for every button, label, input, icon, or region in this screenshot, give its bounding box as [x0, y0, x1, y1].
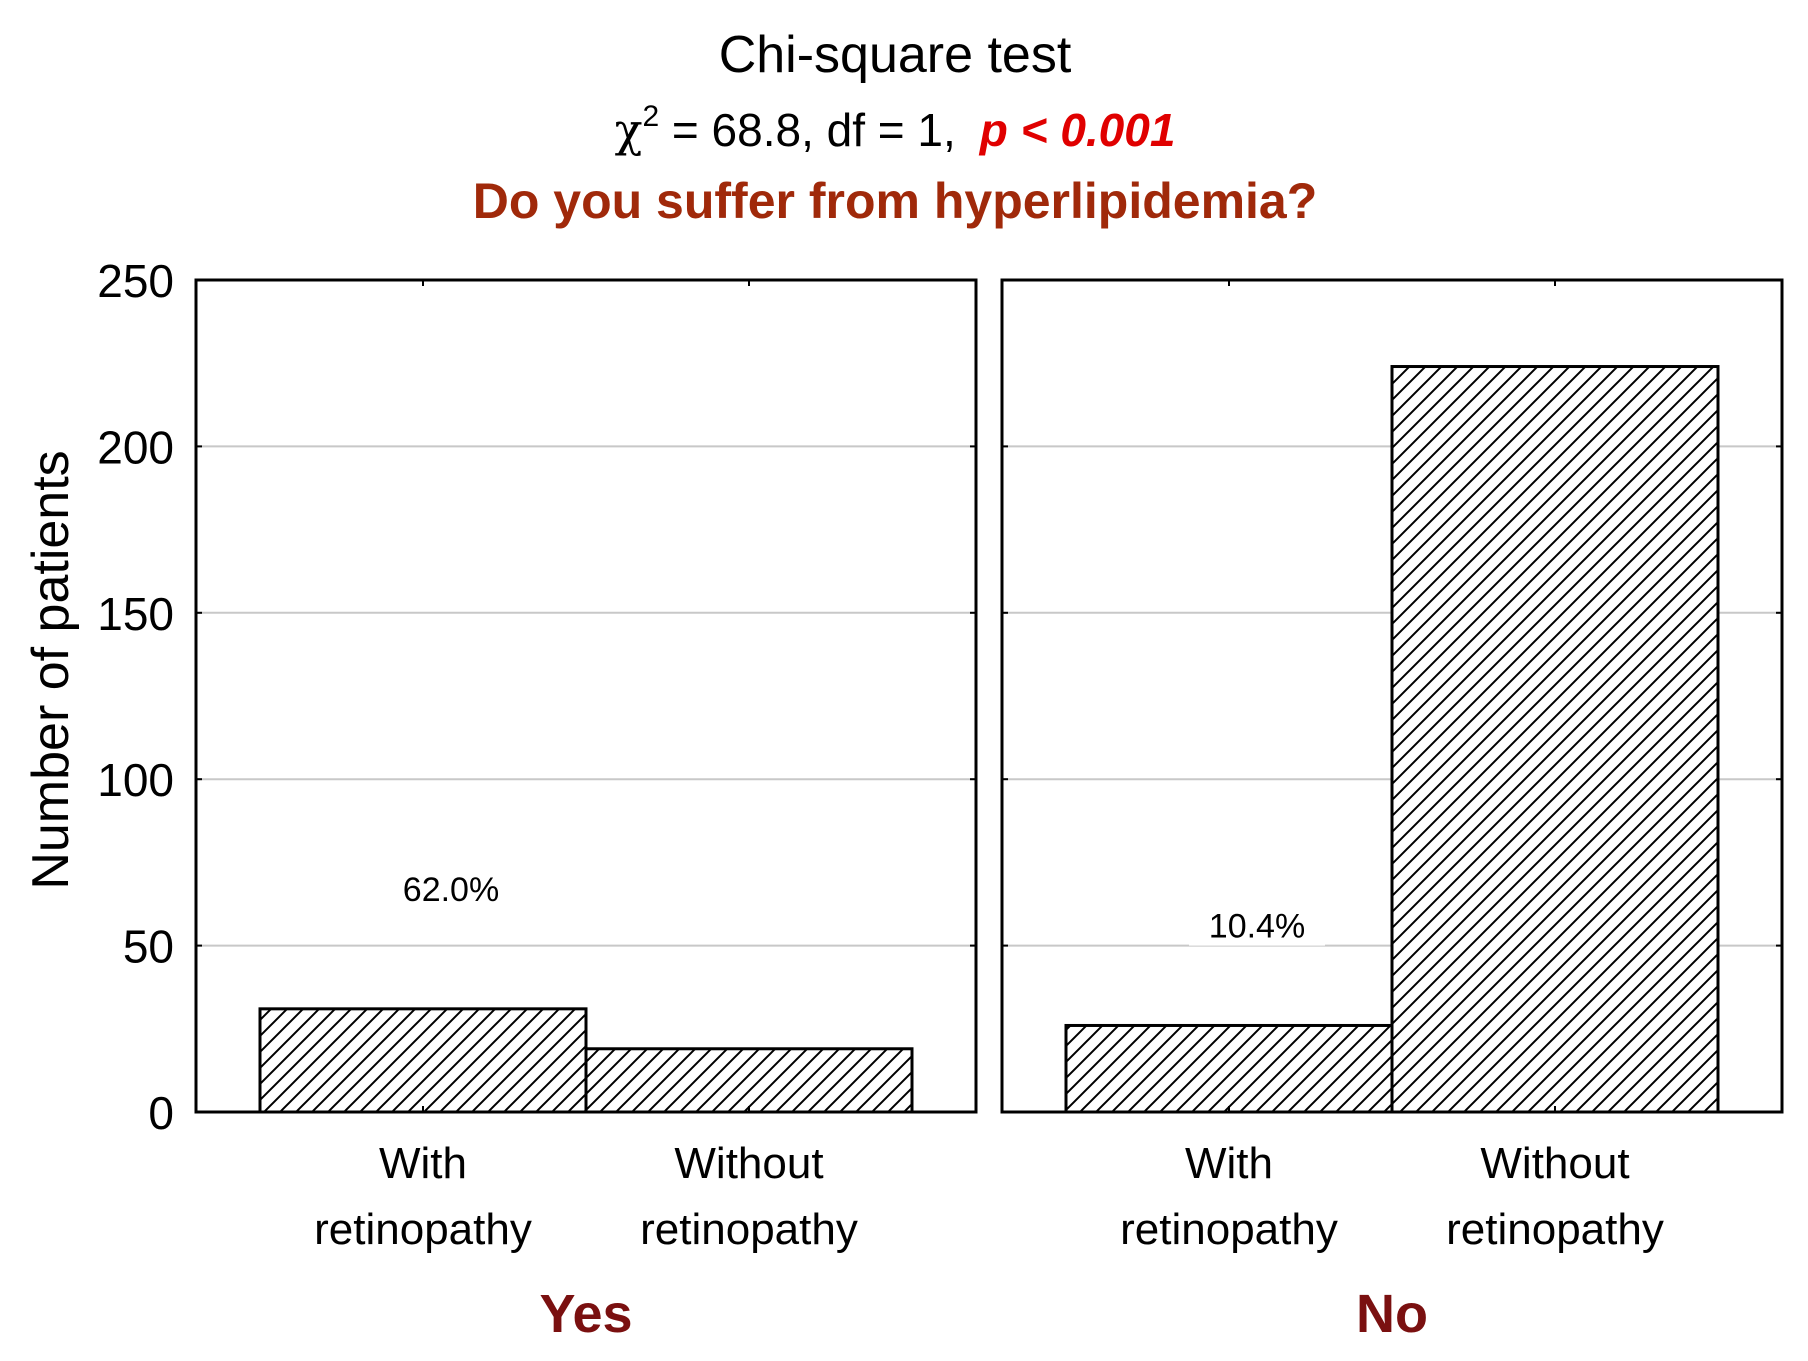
question-subtitle: Do you suffer from hyperlipidemia? — [473, 173, 1318, 229]
x-tick-label: retinopathy — [1446, 1205, 1664, 1254]
percentage-annotation: 10.4% — [1209, 908, 1305, 946]
group-label: Yes — [539, 1284, 632, 1344]
x-tick-label: Without — [1480, 1139, 1629, 1188]
x-tick-label: retinopathy — [1120, 1205, 1338, 1254]
panel-yes: With retinopathy Without retinopathy 62.0% Ye… — [194, 278, 978, 1344]
stat-line: χ2 = 68.8, df = 1, p < 0.001 — [615, 100, 1176, 157]
chart-title: Chi-square test — [719, 26, 1072, 84]
x-tick-label: With — [1185, 1139, 1273, 1188]
plot-area: 0 50 100 150 200 250 With retinopathy Without ret… — [97, 255, 1784, 1344]
bar — [1064, 1023, 1394, 1114]
y-tick-label: 150 — [97, 588, 174, 640]
group-label: No — [1356, 1284, 1428, 1344]
y-tick-label: 200 — [97, 421, 174, 473]
x-tick-label: Without — [674, 1139, 823, 1188]
x-tick-label: retinopathy — [640, 1205, 858, 1254]
bar — [1390, 365, 1720, 1114]
panel-no: With retinopathy Without retinopathy 10.4% No — [1000, 278, 1784, 1344]
bar — [258, 1007, 588, 1114]
y-tick-label: 250 — [97, 255, 174, 307]
y-tick-label: 50 — [123, 921, 174, 973]
annotation-background — [383, 863, 519, 910]
percentage-annotation: 62.0% — [403, 871, 499, 909]
y-tick-label: 0 — [148, 1087, 174, 1139]
y-tick-label: 100 — [97, 754, 174, 806]
stat-text: = 68.8, df = 1, — [659, 104, 956, 156]
panel-frame — [194, 278, 978, 1114]
x-tick-label: retinopathy — [314, 1205, 532, 1254]
bar — [584, 1047, 914, 1114]
chi-superscript: 2 — [642, 100, 659, 133]
y-axis-label: Number of patients — [22, 450, 80, 889]
x-tick-label: With — [379, 1139, 467, 1188]
panel-frame — [1000, 278, 1784, 1114]
annotation-background — [1189, 899, 1325, 946]
p-value: p < 0.001 — [978, 104, 1176, 156]
chi-symbol: χ — [615, 103, 643, 157]
